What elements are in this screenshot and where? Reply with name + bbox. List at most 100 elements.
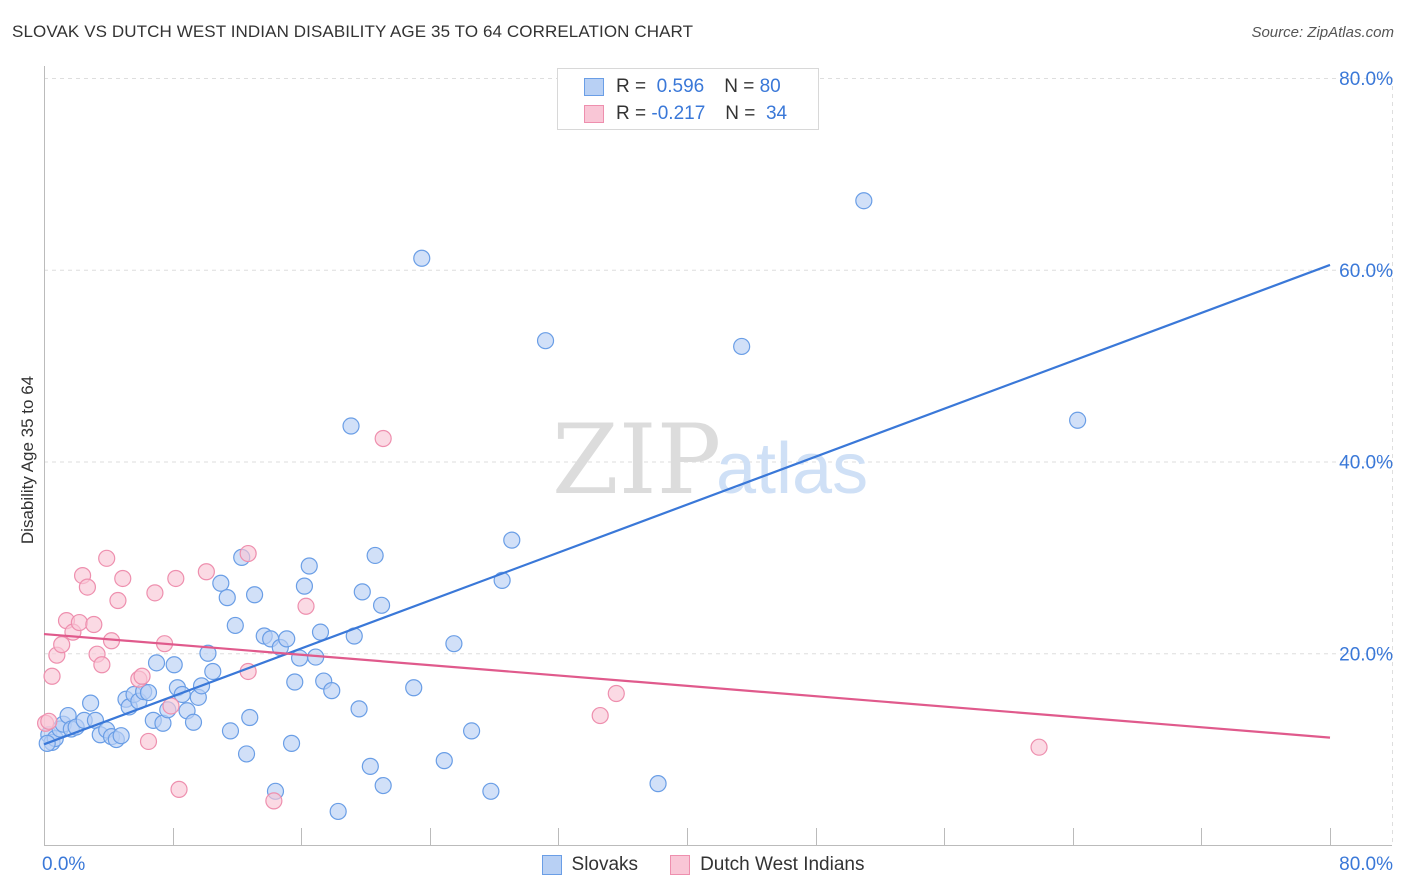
point-slovaks <box>372 596 391 614</box>
point-slovaks <box>536 332 555 350</box>
source-credit: Source: ZipAtlas.com <box>1251 24 1394 41</box>
legend-row-dutch-west-indians: R = -0.217 N = 34 <box>584 101 787 127</box>
point-slovaks <box>199 644 217 662</box>
y-tick-label: 60.0% <box>1339 261 1393 282</box>
n-value-dutch-west-indians: 34 <box>765 103 788 124</box>
point-dutch-west-indians <box>167 569 185 588</box>
data-points <box>37 192 1087 821</box>
correlation-legend: R = 0.596 N = 80 R = -0.217 N = 34 <box>557 68 819 130</box>
point-dutch-west-indians <box>40 712 58 730</box>
r-value-dutch-west-indians: -0.217 <box>651 103 706 124</box>
point-dutch-west-indians <box>98 549 116 567</box>
point-slovaks <box>435 752 453 770</box>
point-dutch-west-indians <box>133 667 151 685</box>
point-slovaks <box>286 673 304 691</box>
point-dutch-west-indians <box>53 636 71 654</box>
point-slovaks <box>204 662 222 681</box>
legend-item-dutch-west-indians[interactable]: Dutch West Indians <box>670 854 864 876</box>
point-slovaks <box>350 700 368 718</box>
legend-swatch-dutch-west-indians <box>670 855 691 875</box>
point-slovaks <box>445 635 463 653</box>
point-slovaks <box>482 782 500 800</box>
point-slovaks <box>82 694 100 712</box>
point-slovaks <box>112 727 130 745</box>
n-value-slovaks: 80 <box>759 76 781 97</box>
point-dutch-west-indians <box>374 429 392 448</box>
legend-label-slovaks: Slovaks <box>571 854 639 875</box>
point-slovaks <box>1069 411 1087 429</box>
point-slovaks <box>649 775 667 793</box>
trend-line-slovaks <box>43 263 1331 746</box>
r-value-slovaks: 0.596 <box>656 76 705 97</box>
r-label: R = <box>616 103 647 124</box>
point-slovaks <box>342 417 360 435</box>
point-slovaks <box>237 745 256 763</box>
point-slovaks <box>212 574 230 592</box>
point-dutch-west-indians <box>239 544 257 563</box>
point-slovaks <box>241 708 259 727</box>
n-label: N = <box>725 103 756 124</box>
y-tick-label: 40.0% <box>1339 453 1393 474</box>
point-slovaks <box>503 531 521 549</box>
legend-label-dutch-west-indians: Dutch West Indians <box>700 854 865 875</box>
legend-swatch-dutch-west-indians <box>584 105 604 123</box>
series-legend: Slovaks Dutch West Indians <box>0 852 1406 878</box>
trend-line-dutch-west-indians <box>43 632 1331 739</box>
legend-row-slovaks: R = 0.596 N = 80 <box>584 74 781 100</box>
point-slovaks <box>300 557 318 575</box>
point-dutch-west-indians <box>43 667 61 685</box>
point-slovaks <box>374 776 392 795</box>
point-dutch-west-indians <box>78 578 97 596</box>
point-dutch-west-indians <box>93 656 111 674</box>
point-slovaks <box>278 630 296 648</box>
point-slovaks <box>139 683 158 702</box>
n-label: N = <box>724 76 755 97</box>
point-dutch-west-indians <box>265 792 283 810</box>
point-dutch-west-indians <box>1030 738 1048 756</box>
point-slovaks <box>245 586 264 604</box>
point-dutch-west-indians <box>146 584 164 602</box>
point-dutch-west-indians <box>70 613 88 632</box>
x-tick-label: 0.0% <box>42 854 85 875</box>
point-slovaks <box>311 623 330 641</box>
point-slovaks <box>413 249 431 267</box>
point-slovaks <box>462 722 481 740</box>
point-dutch-west-indians <box>591 706 609 725</box>
tick-labels: 20.0% 40.0% 60.0% 80.0% 0.0% 80.0% <box>42 69 1393 875</box>
point-slovaks <box>221 722 240 740</box>
point-dutch-west-indians <box>607 684 625 703</box>
point-dutch-west-indians <box>197 563 215 581</box>
point-slovaks <box>855 192 873 210</box>
x-tick-label: 80.0% <box>1339 854 1393 875</box>
legend-item-slovaks[interactable]: Slovaks <box>541 854 639 876</box>
r-label: R = <box>616 76 647 97</box>
watermark-zip: ZIP <box>552 404 721 516</box>
point-slovaks <box>226 616 244 635</box>
legend-swatch-slovaks <box>584 78 604 96</box>
point-slovaks <box>147 654 166 672</box>
point-dutch-west-indians <box>139 732 158 751</box>
point-dutch-west-indians <box>297 597 315 615</box>
point-dutch-west-indians <box>170 780 188 798</box>
y-tick-label: 20.0% <box>1339 644 1393 665</box>
point-dutch-west-indians <box>109 591 127 610</box>
point-slovaks <box>184 713 203 731</box>
point-slovaks <box>405 679 423 697</box>
point-slovaks <box>353 583 371 601</box>
y-tick-label: 80.0% <box>1339 69 1393 90</box>
point-slovaks <box>323 682 341 700</box>
point-slovaks <box>282 734 301 752</box>
trend-lines <box>43 263 1331 746</box>
point-dutch-west-indians <box>85 615 103 634</box>
point-slovaks <box>733 337 751 356</box>
point-slovaks <box>290 649 309 667</box>
point-slovaks <box>218 589 236 607</box>
point-slovaks <box>366 546 384 565</box>
watermark: ZIP atlas <box>552 404 868 516</box>
chart-title: SLOVAK VS DUTCH WEST INDIAN DISABILITY A… <box>12 22 694 41</box>
point-dutch-west-indians <box>114 569 132 588</box>
point-slovaks <box>165 656 183 674</box>
watermark-atlas: atlas <box>716 429 868 509</box>
point-slovaks <box>361 757 379 775</box>
